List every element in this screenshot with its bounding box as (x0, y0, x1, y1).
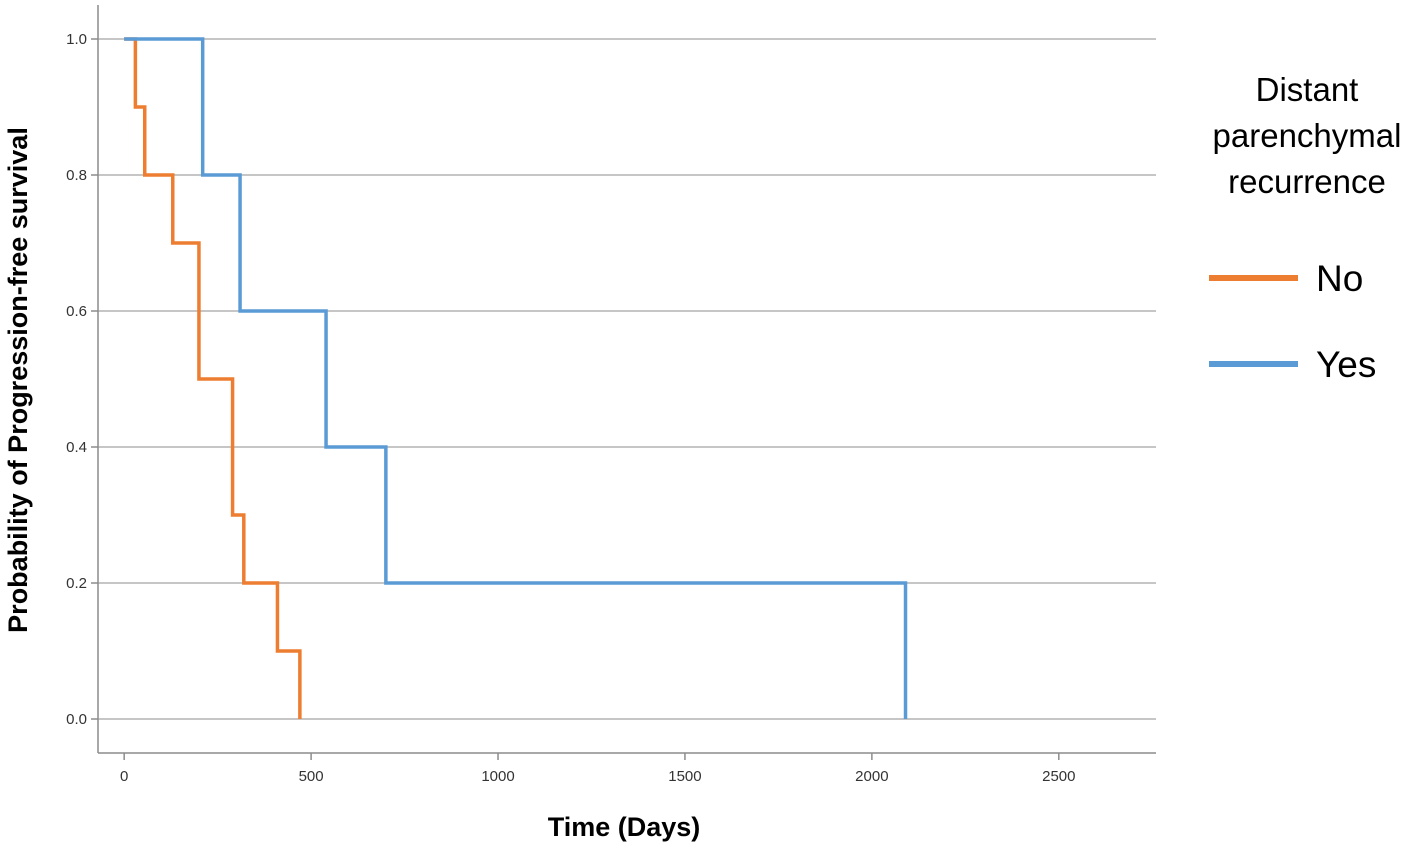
gridlines (98, 38, 1156, 720)
y-tick-label: 0.6 (66, 303, 87, 320)
y-tick-label: 1.0 (66, 31, 87, 48)
x-axis-title: Time (Days) (548, 812, 701, 842)
y-tick-label: 0.4 (66, 439, 87, 456)
legend-title-line-3: recurrence (1228, 163, 1386, 200)
x-tick-label: 2500 (1042, 768, 1075, 785)
series-line-no (124, 37, 302, 719)
tick-labels: 0.0 0.2 0.4 0.6 0.8 1.0 0 500 1000 1500 2000 2500 (66, 31, 1075, 785)
legend-label-no: No (1316, 258, 1363, 299)
x-tick-label: 1000 (481, 768, 514, 785)
x-tick-label: 500 (299, 768, 324, 785)
y-axis-title: Probability of Progression-free survival (3, 127, 33, 633)
y-tick-label: 0.2 (66, 575, 87, 592)
x-tick-label: 2000 (855, 768, 888, 785)
series-lines (124, 37, 908, 719)
legend-title-line-2: parenchymal (1213, 117, 1402, 154)
x-tick-label: 0 (120, 768, 128, 785)
y-tick-label: 0.0 (66, 711, 87, 728)
legend: Distant parenchymal recurrence No Yes (1209, 71, 1401, 385)
axes (97, 5, 1156, 754)
y-tick-label: 0.8 (66, 167, 87, 184)
legend-label-yes: Yes (1316, 344, 1376, 385)
x-tick-label: 1500 (668, 768, 701, 785)
legend-title-line-1: Distant (1256, 71, 1359, 108)
series-line-yes (124, 37, 908, 719)
